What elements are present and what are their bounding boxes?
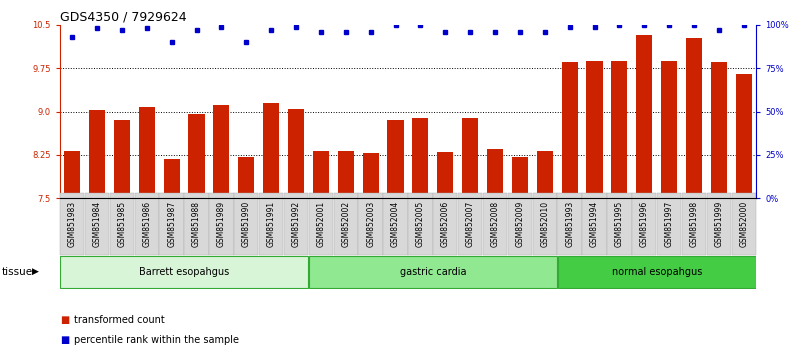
- Text: GSM851999: GSM851999: [714, 201, 724, 247]
- Bar: [686, 38, 702, 198]
- Text: GSM851990: GSM851990: [242, 201, 251, 247]
- Bar: [114, 120, 130, 198]
- Bar: [412, 119, 428, 198]
- Text: GSM852008: GSM852008: [490, 201, 500, 247]
- Text: GSM852001: GSM852001: [316, 201, 326, 247]
- Text: GSM851995: GSM851995: [615, 201, 624, 247]
- Bar: [338, 151, 354, 198]
- Text: GSM852002: GSM852002: [341, 201, 350, 247]
- Bar: [462, 119, 478, 198]
- Text: GSM851983: GSM851983: [68, 201, 76, 247]
- Bar: [512, 156, 528, 198]
- FancyBboxPatch shape: [60, 256, 308, 288]
- Bar: [189, 114, 205, 198]
- Bar: [89, 110, 105, 198]
- Text: GSM851986: GSM851986: [142, 201, 151, 247]
- Bar: [139, 107, 155, 198]
- Text: GSM852007: GSM852007: [466, 201, 474, 247]
- Text: GSM852005: GSM852005: [416, 201, 425, 247]
- Text: GSM852004: GSM852004: [391, 201, 400, 247]
- Text: ■: ■: [60, 315, 69, 325]
- Text: Barrett esopahgus: Barrett esopahgus: [139, 267, 229, 277]
- Bar: [611, 61, 627, 198]
- Text: GDS4350 / 7929624: GDS4350 / 7929624: [60, 11, 186, 24]
- Text: GSM851984: GSM851984: [92, 201, 102, 247]
- Bar: [711, 62, 727, 198]
- Text: percentile rank within the sample: percentile rank within the sample: [74, 335, 239, 345]
- Text: tissue: tissue: [2, 267, 33, 277]
- Text: GSM851997: GSM851997: [665, 201, 673, 247]
- Bar: [661, 61, 677, 198]
- Bar: [213, 104, 229, 198]
- Text: GSM852006: GSM852006: [441, 201, 450, 247]
- FancyBboxPatch shape: [558, 256, 755, 288]
- Text: GSM852000: GSM852000: [739, 201, 748, 247]
- Bar: [64, 151, 80, 198]
- Bar: [537, 151, 553, 198]
- Bar: [736, 74, 752, 198]
- Bar: [561, 62, 578, 198]
- Text: GSM851988: GSM851988: [192, 201, 201, 247]
- Text: GSM851991: GSM851991: [267, 201, 275, 247]
- Text: normal esopahgus: normal esopahgus: [611, 267, 702, 277]
- FancyBboxPatch shape: [309, 256, 556, 288]
- Text: GSM851994: GSM851994: [590, 201, 599, 247]
- Bar: [437, 152, 454, 198]
- Bar: [288, 109, 304, 198]
- Text: GSM852010: GSM852010: [540, 201, 549, 247]
- Text: GSM851992: GSM851992: [291, 201, 301, 247]
- Text: GSM851993: GSM851993: [565, 201, 574, 247]
- Text: GSM852009: GSM852009: [515, 201, 525, 247]
- Text: GSM851996: GSM851996: [640, 201, 649, 247]
- Bar: [487, 149, 503, 198]
- Bar: [587, 61, 603, 198]
- Text: GSM852003: GSM852003: [366, 201, 375, 247]
- Bar: [388, 120, 404, 198]
- Text: GSM851989: GSM851989: [217, 201, 226, 247]
- Bar: [362, 153, 379, 198]
- Text: GSM851985: GSM851985: [117, 201, 127, 247]
- Bar: [313, 151, 329, 198]
- Text: gastric cardia: gastric cardia: [400, 267, 466, 277]
- Text: ▶: ▶: [32, 267, 39, 276]
- Text: transformed count: transformed count: [74, 315, 165, 325]
- Bar: [636, 35, 653, 198]
- Text: GSM851998: GSM851998: [689, 201, 699, 247]
- Bar: [238, 156, 255, 198]
- Bar: [263, 103, 279, 198]
- Text: GSM851987: GSM851987: [167, 201, 176, 247]
- Bar: [163, 159, 180, 198]
- Text: ■: ■: [60, 335, 69, 345]
